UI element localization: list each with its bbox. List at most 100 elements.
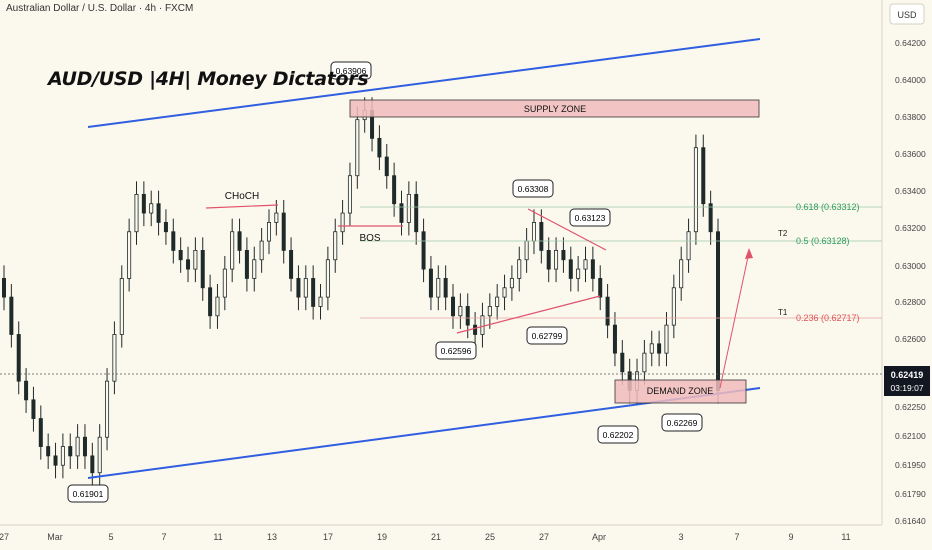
candle [24,368,29,413]
choch-label: CHoCH [225,191,259,202]
triangle-upper-line [527,208,607,251]
triangle-lower-line [456,295,601,334]
candle [392,162,397,217]
time-tick-label: 17 [323,532,333,542]
price-tick-label: 0.63600 [895,149,926,159]
candle [686,218,691,273]
svg-text:0.63123: 0.63123 [575,213,606,223]
time-tick-label: 11 [841,532,850,542]
t2-label: T2 [778,229,788,238]
price-tick-label: 0.61790 [895,489,926,499]
time-tick-label: Apr [592,532,606,542]
candle [112,321,117,395]
time-tick-label: Mar [47,532,63,542]
price-label-63308: 0.63308 [512,179,554,198]
candle [303,265,308,311]
price-tick-label: 0.62600 [895,334,926,344]
candle [38,405,43,460]
time-tick-label: 5 [108,532,113,542]
svg-text:0.61901: 0.61901 [73,489,104,499]
candle [53,442,58,479]
price-label-62269: 0.62269 [661,413,703,432]
svg-text:0.62269: 0.62269 [667,418,698,428]
candle [347,162,352,227]
candle [355,106,360,189]
candle [377,125,382,171]
candle [75,424,80,469]
candle [664,312,669,367]
candle [90,442,95,486]
fib-50-label: 0.5 (0.63128) [796,236,850,246]
candle [568,246,573,292]
price-label-63906: 0.63906 [330,61,372,80]
svg-text:0.63906: 0.63906 [336,66,367,76]
candle [679,246,684,301]
candle [134,181,139,245]
candle [178,237,183,273]
candle [590,246,595,292]
candle [237,218,242,264]
time-axis[interactable]: 27 Mar 5 7 11 13 17 19 21 25 27 Apr 3 7 9 11 [0,532,851,542]
candle [443,265,448,311]
candle [480,302,485,348]
candle [266,209,271,255]
time-tick-label: 9 [788,532,793,542]
last-price-value: 0.62419 [891,370,924,380]
demand-zone-box[interactable] [614,379,747,404]
time-tick-label: 7 [734,532,739,542]
candle [546,237,551,283]
candle [325,246,330,311]
candle [2,265,7,311]
price-axis[interactable]: 0.64200 0.64000 0.63800 0.63600 0.63400 0.632… [895,38,926,526]
candle [576,256,581,292]
last-price-tag: 0.62419 03:19:07 [884,366,930,396]
candle [495,284,500,320]
time-tick-label: 11 [213,532,222,542]
price-tick-label: 0.61950 [895,460,926,470]
candle [414,181,419,245]
candle [701,134,706,217]
candle [163,209,168,245]
candle [642,340,647,385]
channel-upper-line[interactable] [87,38,761,128]
price-tick-label: 0.63800 [895,112,926,122]
candle [598,265,603,311]
candle [384,143,389,189]
supply-zone-box[interactable] [349,99,760,118]
candle [281,199,286,264]
candle [605,284,610,339]
t1-label: T1 [778,308,788,317]
candle [60,433,65,479]
candle [487,293,492,329]
candle [561,237,566,273]
candle [259,228,264,273]
candle [716,218,721,404]
candle [222,256,227,311]
candle [428,256,433,311]
candle [671,274,676,339]
price-tick-label: 0.63000 [895,261,926,271]
candle [193,237,198,283]
candle [554,237,559,283]
projection-arrow-line [719,251,750,389]
candle [649,330,654,367]
candle [693,134,698,245]
candle [230,218,235,283]
time-tick-label: 13 [267,532,277,542]
candle [82,424,87,469]
time-tick-label: 19 [377,532,387,542]
currency-badge[interactable] [889,3,925,25]
candle [46,433,51,469]
candle [657,330,662,367]
candle [171,218,176,264]
candle [421,218,426,283]
price-tick-label: 0.61640 [895,516,926,526]
svg-text:0.63308: 0.63308 [518,184,549,194]
candle [318,284,323,320]
candle [274,199,279,236]
candle [436,265,441,311]
countdown-value: 03:19:07 [890,383,923,393]
candle [406,181,411,236]
